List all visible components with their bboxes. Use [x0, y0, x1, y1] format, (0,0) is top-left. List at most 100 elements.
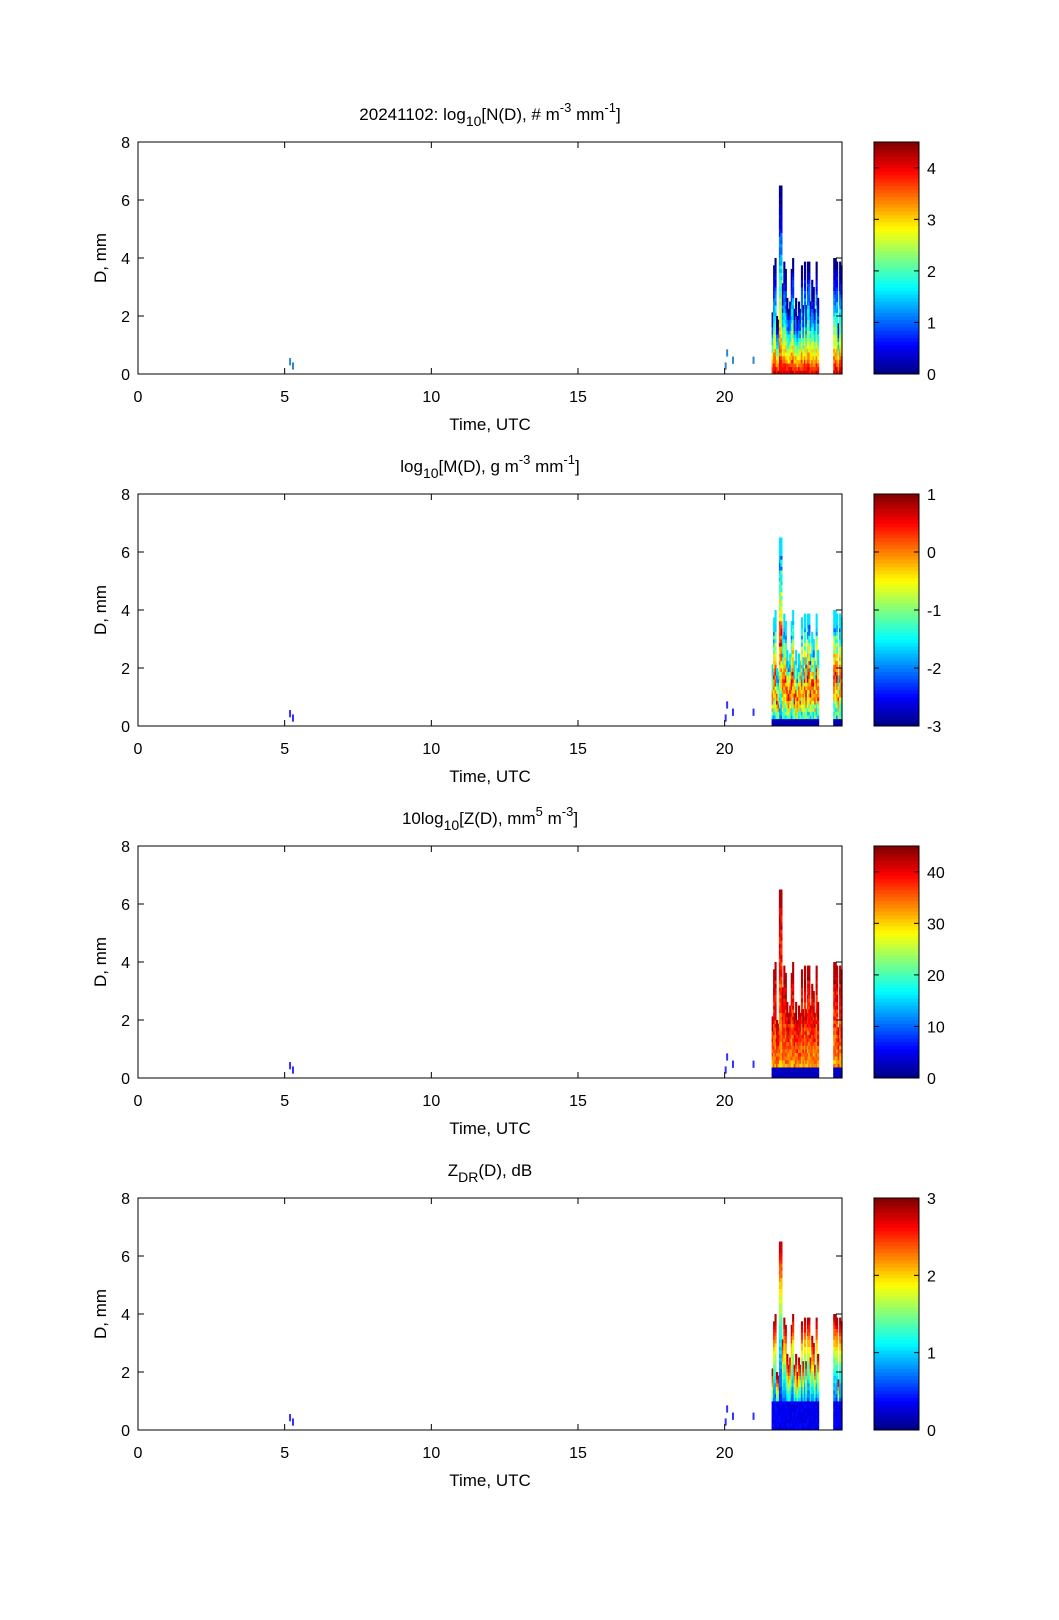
- heatmap-cell: [836, 664, 839, 669]
- heatmap-cell: [839, 657, 842, 662]
- heatmap-cell: [809, 704, 812, 709]
- heatmap-cell: [806, 1067, 809, 1072]
- heatmap-cell: [836, 994, 839, 999]
- heatmap-cell: [793, 359, 796, 364]
- heatmap-cell: [776, 355, 779, 360]
- heatmap-cell: [780, 584, 783, 589]
- colorbar-segment: [874, 972, 919, 978]
- colorbar-segment: [874, 1259, 919, 1264]
- heatmap-cell: [780, 954, 783, 959]
- heatmap-cell: [792, 294, 795, 299]
- heatmap-cell: [812, 1361, 815, 1366]
- heatmap-cell: [800, 323, 803, 328]
- heatmap-cell: [784, 628, 787, 633]
- heatmap-cell: [796, 1020, 799, 1024]
- heatmap-cell: [809, 1063, 812, 1068]
- heatmap-cell: [837, 1056, 840, 1061]
- heatmap-cell: [836, 1045, 839, 1050]
- heatmap-cell: [836, 1422, 839, 1427]
- colorbar-segment: [874, 1248, 919, 1253]
- heatmap-cell: [798, 1020, 801, 1024]
- heatmap-cell: [780, 613, 783, 618]
- colorbar-segment: [874, 969, 919, 974]
- heatmap-cell: [800, 991, 803, 995]
- colorbar-segment: [874, 907, 919, 912]
- heatmap-cell: [781, 1357, 784, 1362]
- heatmap-cell: [812, 326, 815, 331]
- heatmap-cell: [789, 1386, 792, 1391]
- heatmap-cell: [799, 700, 802, 705]
- heatmap-cell: [800, 1324, 803, 1329]
- heatmap-cell: [773, 697, 776, 701]
- heatmap-cell: [833, 1059, 836, 1064]
- heatmap-cell: [834, 297, 837, 302]
- heatmap-cell: [806, 1375, 809, 1380]
- heatmap-cell: [790, 1372, 793, 1376]
- heatmap-cell: [783, 1379, 786, 1384]
- heatmap-cell: [786, 1408, 789, 1413]
- heatmap-cell: [774, 1397, 777, 1402]
- heatmap-cell: [786, 1009, 789, 1014]
- heatmap-cell: [800, 668, 803, 672]
- heatmap-cell: [796, 1390, 799, 1395]
- heatmap-cell: [836, 704, 839, 709]
- heatmap-cell: [774, 345, 777, 349]
- colorbar-segment: [874, 526, 919, 531]
- heatmap-cell: [806, 1001, 809, 1006]
- heatmap-cell: [796, 1404, 799, 1409]
- heatmap-cell: [780, 686, 783, 691]
- heatmap-cell: [780, 904, 783, 908]
- heatmap-cell: [798, 1027, 801, 1032]
- heatmap-cell: [289, 358, 292, 366]
- heatmap-cell: [833, 998, 836, 1003]
- chart-title: 20241102: log10[N(D), # m-3 mm-1]: [359, 100, 620, 129]
- heatmap-cell: [787, 693, 790, 698]
- colorbar-segment: [874, 602, 919, 607]
- heatmap-cell: [799, 359, 802, 364]
- heatmap-cell: [833, 355, 836, 360]
- heatmap-cell: [811, 1049, 814, 1053]
- heatmap-cell: [836, 330, 839, 335]
- heatmap-cell: [789, 341, 792, 346]
- heatmap-cell: [811, 1074, 814, 1079]
- heatmap-cell: [814, 1038, 817, 1043]
- heatmap-cell: [839, 1357, 842, 1362]
- colorbar-segment: [874, 1382, 919, 1388]
- heatmap-cell: [806, 297, 809, 302]
- heatmap-cell: [837, 704, 840, 709]
- heatmap-cell: [806, 268, 809, 273]
- heatmap-cell: [778, 639, 781, 643]
- heatmap-cell: [834, 1049, 837, 1053]
- heatmap-cell: [836, 628, 839, 633]
- heatmap-cell: [834, 668, 837, 672]
- heatmap-cell: [773, 348, 776, 353]
- heatmap-cell: [834, 1368, 837, 1373]
- heatmap-cell: [811, 671, 814, 676]
- heatmap-cell: [802, 355, 805, 360]
- heatmap-cell: [833, 700, 836, 705]
- heatmap-cell: [833, 370, 836, 375]
- heatmap-cell: [811, 700, 814, 705]
- heatmap-cell: [836, 1049, 839, 1053]
- heatmap-cell: [774, 1357, 777, 1362]
- heatmap-cell: [780, 1350, 783, 1355]
- colorbar-segment: [874, 1343, 919, 1348]
- heatmap-cell: [836, 678, 839, 683]
- heatmap-cell: [817, 337, 820, 342]
- heatmap-cell: [773, 1382, 776, 1387]
- heatmap-cell: [783, 642, 786, 647]
- heatmap-cell: [780, 664, 783, 669]
- heatmap-cell: [800, 653, 803, 658]
- heatmap-cell: [815, 345, 818, 349]
- heatmap-cell: [778, 1274, 781, 1279]
- heatmap-cell: [778, 1259, 781, 1264]
- colorbar-segment: [874, 250, 919, 255]
- heatmap-cell: [806, 707, 809, 712]
- heatmap-cell: [800, 1023, 803, 1028]
- heatmap-cell: [773, 1016, 776, 1021]
- heatmap-cell: [808, 261, 811, 266]
- colorbar-tick-label: 3: [927, 1191, 936, 1208]
- heatmap-cell: [790, 1009, 793, 1014]
- heatmap-cell: [833, 686, 836, 691]
- heatmap-cell: [793, 341, 796, 346]
